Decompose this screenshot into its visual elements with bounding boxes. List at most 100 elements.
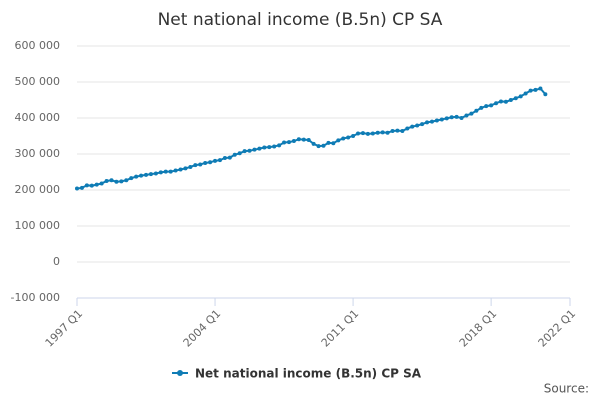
data-point (425, 120, 430, 125)
data-point (375, 130, 380, 135)
data-point (183, 166, 188, 171)
data-point (139, 173, 144, 178)
data-point (351, 134, 356, 138)
data-point (538, 86, 543, 91)
data-point (99, 181, 104, 186)
data-point (316, 144, 321, 149)
data-point (79, 185, 84, 190)
data-point (168, 169, 173, 174)
legend-label: Net national income (B.5n) CP SA (195, 367, 422, 381)
data-point (429, 119, 434, 124)
data-point (405, 126, 410, 131)
data-point (193, 163, 198, 168)
data-point (370, 131, 375, 136)
data-point (158, 170, 163, 175)
data-point (75, 186, 79, 191)
data-point (444, 116, 449, 121)
x-tick-label: 2022 Q1 (536, 307, 579, 350)
data-point (321, 143, 326, 148)
data-point (163, 169, 168, 174)
data-point (237, 151, 242, 156)
y-tick-label: 500 000 (15, 75, 61, 88)
data-point (114, 179, 119, 184)
data-point (464, 113, 469, 118)
legend-item: Net national income (B.5n) CP SA (172, 367, 422, 381)
data-point (257, 146, 262, 151)
data-point (144, 172, 149, 177)
data-point (252, 147, 257, 152)
data-point (410, 124, 415, 129)
data-point (247, 148, 252, 153)
data-point (454, 114, 459, 119)
data-point (203, 161, 208, 165)
data-point (469, 111, 474, 116)
data-point (380, 130, 385, 135)
chart-title: Net national income (B.5n) CP SA (158, 10, 443, 30)
data-point (479, 105, 484, 110)
data-point (331, 141, 336, 146)
data-point (385, 130, 390, 135)
data-point (129, 176, 134, 181)
data-point (173, 168, 178, 173)
data-point (360, 131, 365, 136)
data-point (84, 183, 89, 188)
x-tick-label: 2011 Q1 (319, 307, 362, 350)
data-point (498, 99, 503, 104)
data-point (208, 160, 213, 165)
data-point (494, 101, 499, 106)
data-point (474, 108, 479, 113)
data-point (178, 167, 183, 172)
data-point (148, 172, 153, 177)
data-point (508, 98, 513, 102)
data-point (356, 131, 361, 136)
data-point (104, 179, 109, 183)
data-point (198, 162, 203, 167)
data-point (272, 144, 277, 149)
data-point (400, 128, 405, 133)
data-point (232, 152, 237, 157)
data-point (222, 155, 227, 160)
y-tick-label: 300 000 (15, 147, 61, 160)
y-tick-label: 400 000 (15, 111, 61, 124)
data-point (420, 122, 425, 127)
data-point (301, 137, 306, 142)
data-point (439, 117, 444, 122)
data-point (336, 138, 341, 143)
data-point (109, 178, 114, 183)
legend-marker (177, 370, 183, 376)
y-tick-label: 600 000 (15, 39, 61, 52)
data-point (503, 99, 508, 104)
data-point (262, 145, 267, 150)
data-point (311, 141, 316, 146)
data-point (513, 96, 518, 101)
data-point (415, 123, 420, 128)
data-point (484, 104, 489, 109)
data-point (213, 158, 218, 163)
data-point (449, 115, 454, 120)
data-point (296, 137, 301, 142)
data-point (306, 137, 311, 142)
data-point (286, 140, 291, 145)
data-point (326, 140, 331, 145)
data-point (227, 155, 232, 160)
data-point (291, 139, 296, 144)
data-point (543, 92, 548, 97)
data-point (518, 94, 523, 99)
data-point (134, 174, 139, 179)
data-point (153, 171, 158, 176)
data-point (341, 136, 346, 141)
y-tick-label: 0 (53, 255, 60, 268)
data-point (346, 135, 351, 140)
data-point (267, 145, 272, 150)
data-point (277, 143, 282, 148)
data-point (94, 182, 99, 187)
source-label: Source: (544, 382, 589, 396)
data-point (459, 116, 464, 120)
data-point (188, 164, 193, 169)
data-point (282, 140, 287, 145)
data-point (523, 91, 528, 96)
data-point (533, 87, 538, 92)
data-point (395, 128, 400, 133)
